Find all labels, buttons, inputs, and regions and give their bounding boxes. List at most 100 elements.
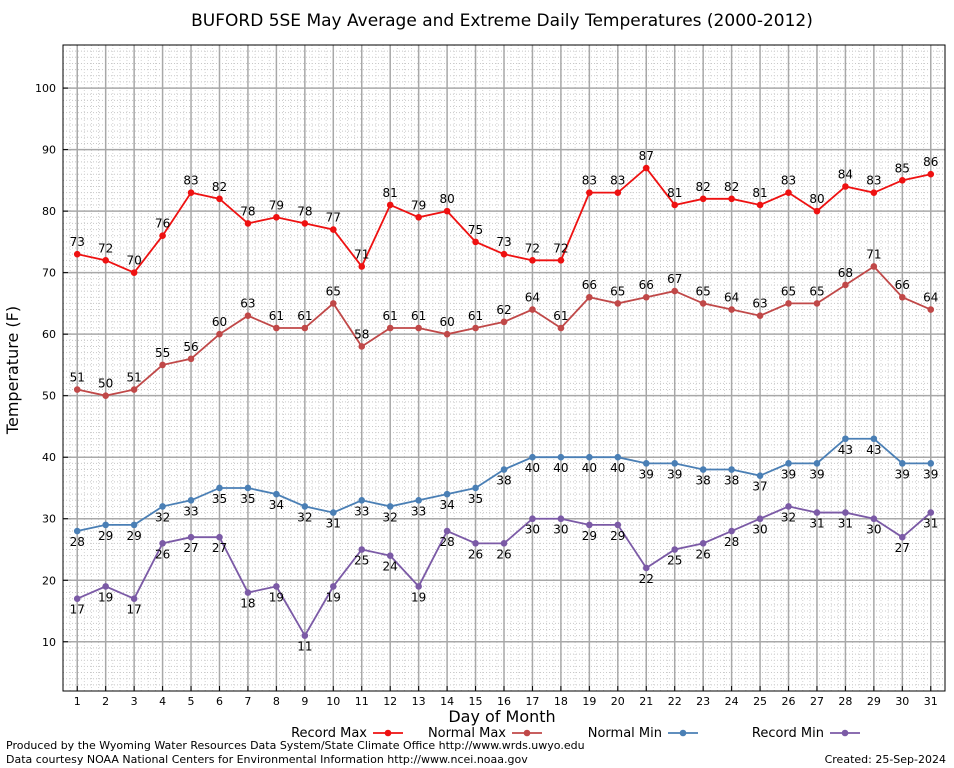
data-label: 35 [212,492,227,506]
data-label: 40 [582,461,597,475]
data-label: 24 [383,560,398,574]
data-point [785,503,792,510]
data-label: 28 [70,535,85,549]
data-label: 38 [724,474,739,488]
x-tick-label: 29 [867,695,881,708]
data-label: 76 [155,217,170,231]
data-point [443,330,451,338]
data-point [415,583,422,590]
data-point [301,220,309,227]
data-label: 55 [155,346,170,360]
data-label: 72 [525,241,540,255]
data-label: 19 [269,590,284,604]
data-point [415,213,422,221]
data-label: 26 [155,547,170,561]
data-point [728,195,735,203]
data-point [899,293,906,301]
data-point [386,503,394,510]
data-point [159,232,166,240]
data-point [358,496,366,504]
data-point [642,564,650,572]
data-point [699,300,707,307]
data-point [642,460,650,467]
x-tick-label: 28 [838,695,852,708]
data-point [813,460,821,467]
data-label: 39 [809,467,824,481]
data-label: 30 [866,523,881,537]
data-point [899,177,906,184]
data-point [301,503,309,510]
data-point [187,533,195,541]
data-point [273,583,280,590]
data-point [785,189,792,196]
data-point [785,300,792,307]
data-point [102,521,109,529]
x-tick-label: 18 [554,695,568,708]
data-point [842,281,849,289]
data-point [159,540,166,547]
y-tick-label: 100 [35,82,56,95]
data-label: 17 [126,603,141,617]
data-point [614,300,622,307]
data-point [842,435,849,443]
data-point [273,324,280,332]
data-point [500,250,508,258]
data-label: 60 [212,315,227,329]
data-point [329,509,337,516]
data-label: 61 [383,309,398,323]
data-point [899,533,906,541]
data-point [728,527,735,535]
y-tick-label: 40 [42,451,56,464]
data-point [756,312,764,320]
data-point [557,257,565,264]
data-point [415,496,422,504]
data-label: 28 [439,535,454,549]
data-point [187,496,195,504]
data-point [472,324,479,332]
data-label: 25 [354,553,369,567]
data-label: 63 [240,297,255,311]
data-label: 50 [98,377,113,391]
data-label: 38 [696,474,711,488]
data-label: 29 [126,529,141,543]
data-label: 29 [98,529,113,543]
data-point [927,170,935,178]
x-tick-label: 20 [611,695,625,708]
data-point [614,521,622,529]
data-label: 43 [866,443,881,457]
data-point [301,324,309,332]
data-point [756,201,764,209]
legend: Record Max Normal Max Normal Min Record Min [291,726,860,741]
data-label: 66 [895,278,910,292]
data-point [216,484,223,492]
data-point [870,189,878,196]
data-point [557,324,565,332]
data-label: 64 [724,291,739,305]
data-point [329,300,337,307]
x-tick-label: 14 [440,695,454,708]
data-label: 39 [923,467,938,481]
data-point [358,263,366,270]
x-tick-label: 16 [497,695,511,708]
x-tick-label: 30 [895,695,909,708]
data-point [244,220,252,227]
data-label: 71 [866,247,881,261]
data-point [358,343,366,350]
data-label: 39 [781,467,796,481]
data-point [728,306,735,313]
data-point [870,435,878,443]
data-point [130,269,138,276]
data-label: 19 [411,590,426,604]
data-label: 82 [724,180,739,194]
legend-marker [384,729,392,737]
x-tick-label: 3 [131,695,138,708]
data-point [472,238,479,246]
data-point [870,515,878,523]
data-label: 83 [582,174,597,188]
data-label: 83 [781,174,796,188]
x-axis-label: Day of Month [448,707,555,726]
legend-marker [679,729,687,737]
data-point [472,484,479,492]
data-point [671,201,679,209]
data-label: 17 [70,603,85,617]
